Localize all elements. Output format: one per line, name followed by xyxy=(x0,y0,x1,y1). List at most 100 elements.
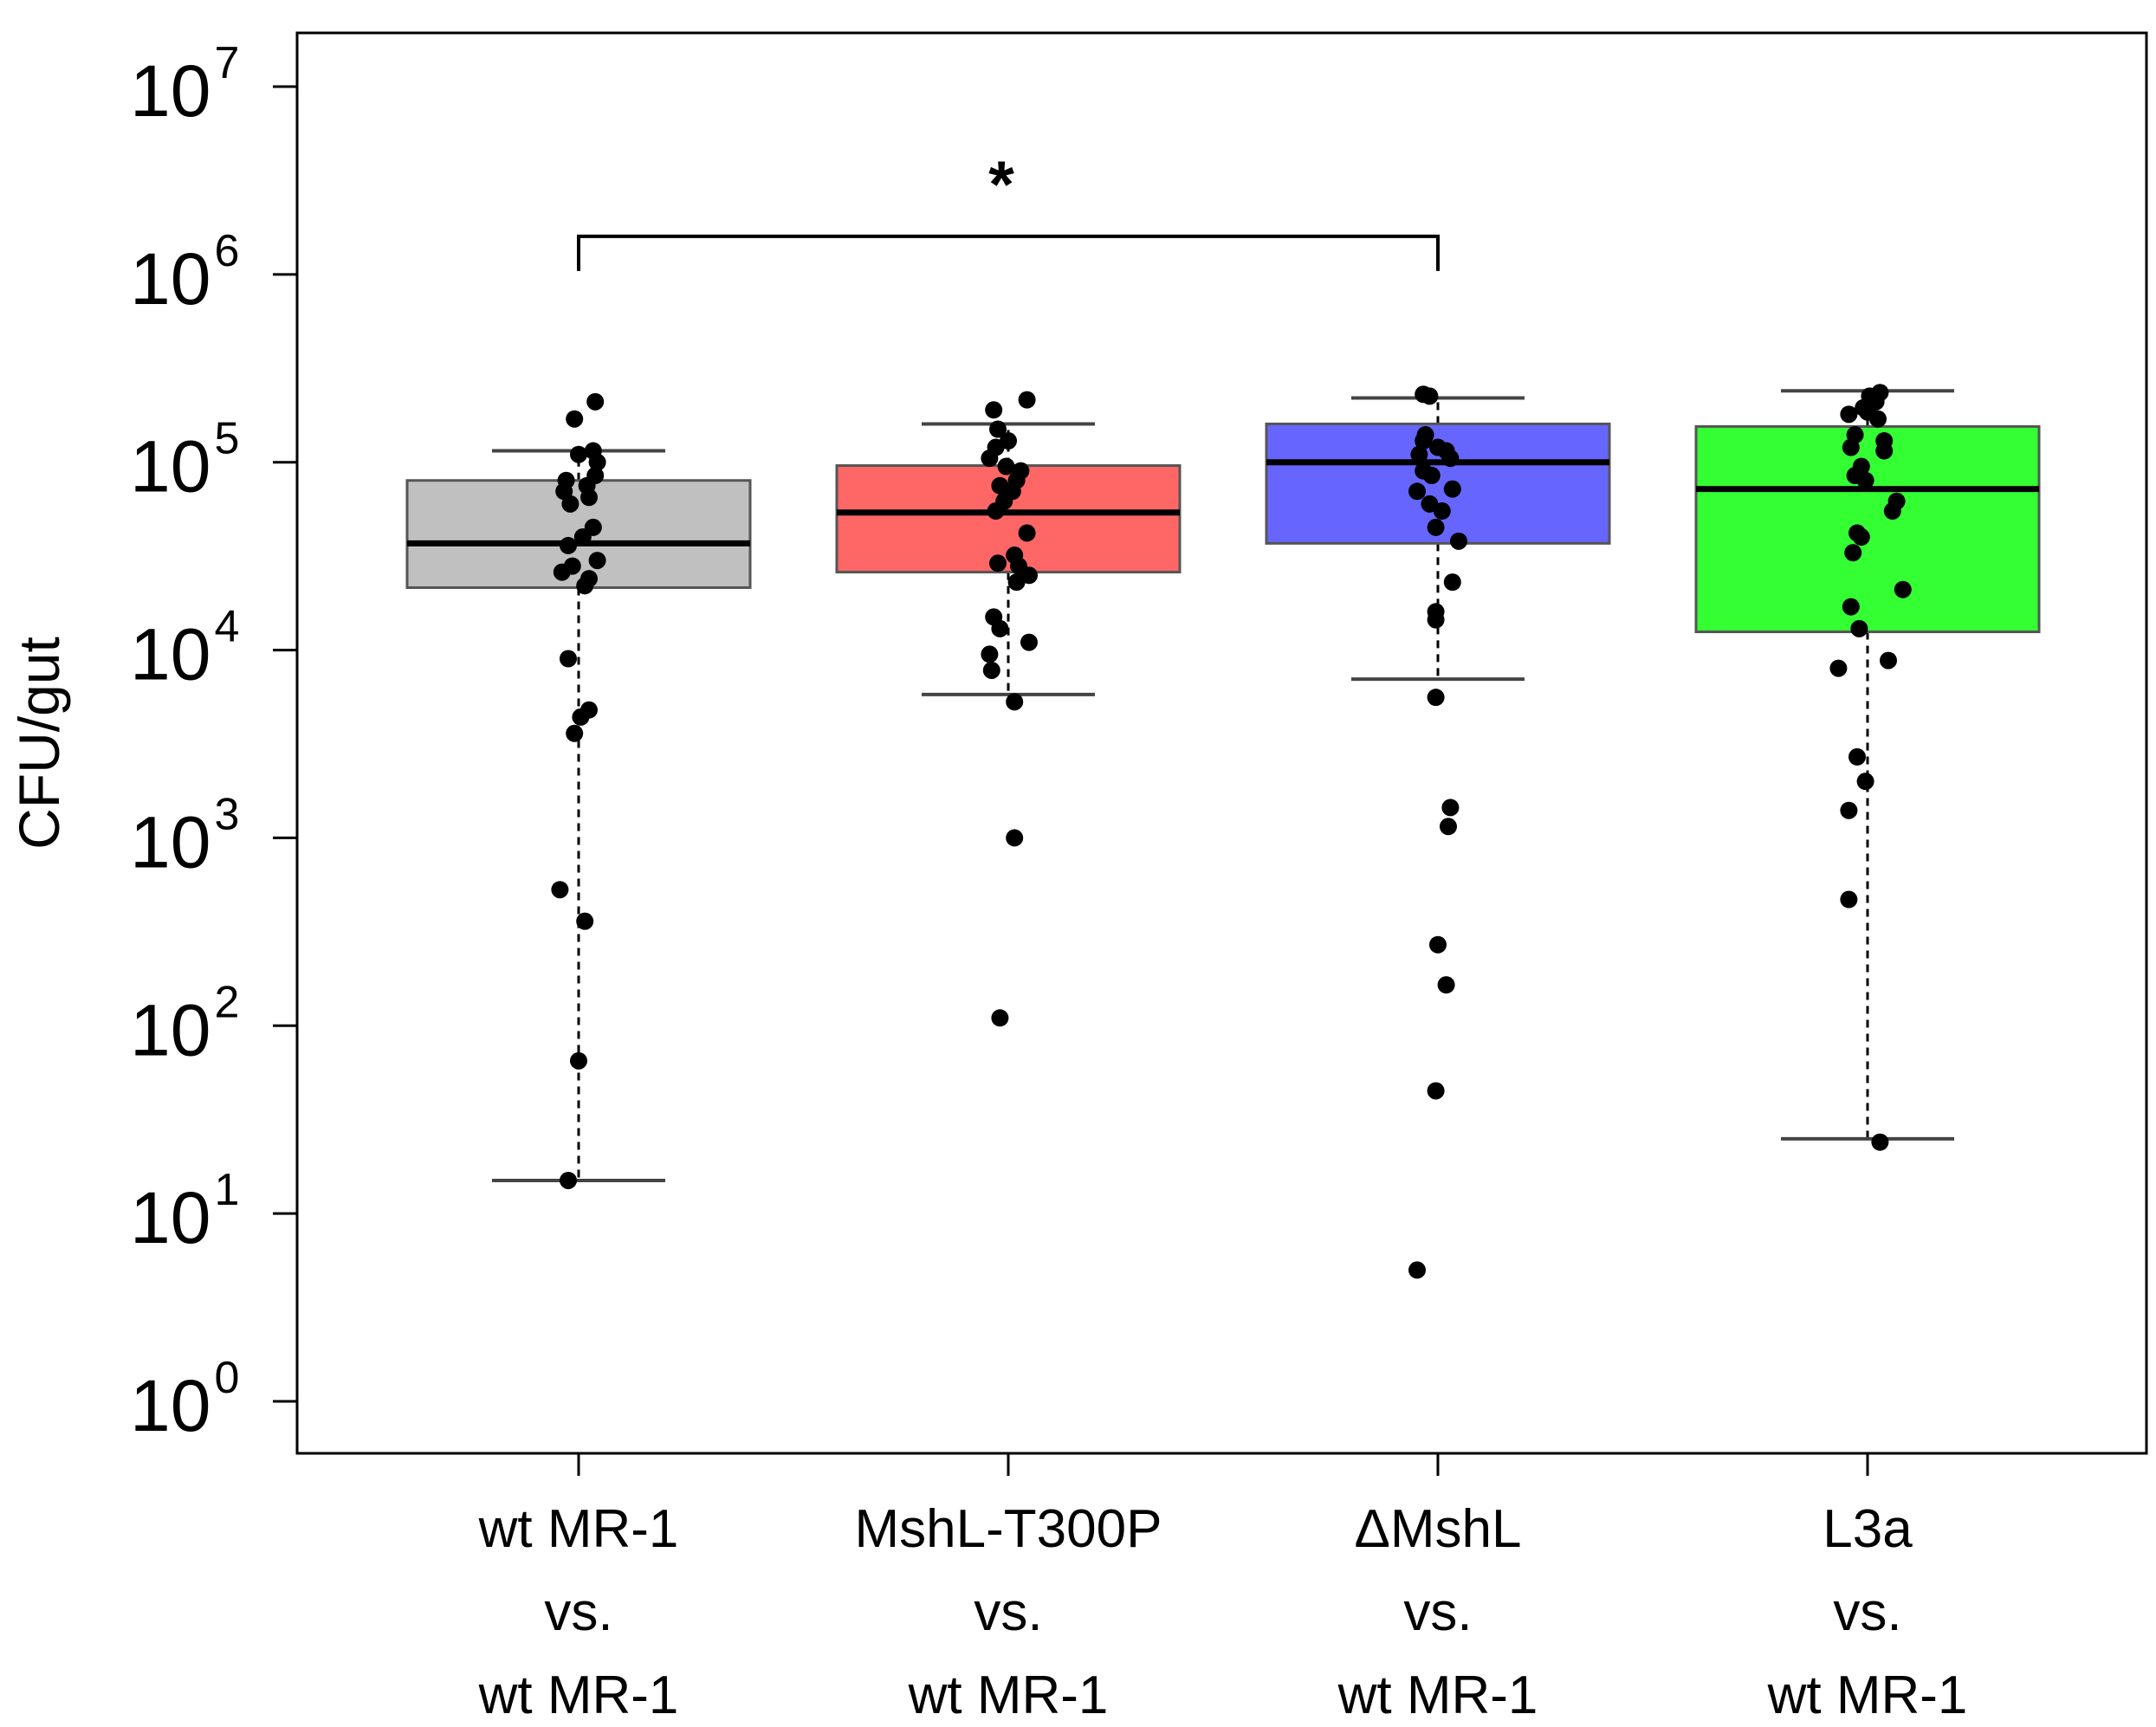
box-group-4 xyxy=(1694,384,2041,1151)
y-tick-label: 103 xyxy=(130,789,239,883)
data-point xyxy=(997,457,1015,475)
data-point xyxy=(987,502,1005,521)
data-point xyxy=(1894,580,1912,598)
data-point xyxy=(1006,693,1024,711)
data-point xyxy=(1844,544,1862,562)
data-point xyxy=(1852,528,1870,547)
data-point xyxy=(560,536,577,554)
data-point xyxy=(1840,801,1858,819)
data-point xyxy=(1433,502,1451,521)
data-point xyxy=(551,881,569,899)
x-tick-label: MshL-T300P xyxy=(855,1499,1162,1559)
data-point xyxy=(985,401,1003,419)
data-point xyxy=(1883,502,1901,521)
data-point xyxy=(1856,773,1874,791)
box-group-1 xyxy=(405,392,752,1189)
data-point xyxy=(981,645,999,663)
data-point xyxy=(566,410,584,428)
data-point xyxy=(1443,480,1461,498)
data-point xyxy=(1018,391,1036,409)
data-point xyxy=(1006,829,1024,847)
data-point xyxy=(1408,1261,1426,1279)
data-point xyxy=(560,650,577,668)
x-axis: wt MR-1 vs. wt MR-1 MshL-T300P vs. wt MR-1 ΔMs… xyxy=(478,1453,1968,1725)
significance-marker: * xyxy=(988,148,1014,222)
x-tick-label: L3a xyxy=(1823,1499,1913,1559)
data-point xyxy=(560,1171,577,1189)
data-point xyxy=(981,450,999,468)
data-point xyxy=(982,661,1000,679)
data-point xyxy=(1875,442,1894,460)
data-point xyxy=(572,708,590,726)
data-point xyxy=(1842,438,1860,456)
data-point xyxy=(1018,524,1036,542)
y-tick-label: 104 xyxy=(130,602,239,695)
y-axis-label: CFU/gut xyxy=(7,637,71,850)
data-point xyxy=(576,912,594,930)
data-point xyxy=(1869,410,1887,428)
data-point xyxy=(1421,387,1439,405)
data-point xyxy=(1441,799,1460,817)
y-tick-label: 101 xyxy=(130,1165,239,1258)
data-point xyxy=(588,552,606,570)
significance-bracket xyxy=(577,234,1440,271)
data-point xyxy=(570,445,587,463)
y-tick-label: 106 xyxy=(130,226,239,320)
data-point xyxy=(580,488,598,507)
data-point xyxy=(1880,651,1897,669)
box-groups xyxy=(405,384,2041,1279)
x-tick-label: wt MR-1 xyxy=(908,1666,1109,1725)
data-point xyxy=(573,528,592,547)
data-point xyxy=(570,1051,587,1070)
y-tick-label: 102 xyxy=(130,977,239,1070)
data-point xyxy=(1427,689,1445,707)
data-point xyxy=(1440,818,1457,836)
data-point xyxy=(991,1009,1009,1027)
x-tick-label: vs. xyxy=(544,1582,612,1642)
data-point xyxy=(1840,890,1858,909)
box-group-2 xyxy=(835,391,1182,1027)
data-point xyxy=(1840,405,1858,424)
annotations: * xyxy=(577,148,1440,271)
data-point xyxy=(553,563,571,581)
data-point xyxy=(1007,573,1026,592)
x-tick-label: ΔMshL xyxy=(1354,1499,1521,1559)
x-tick-label: wt MR-1 xyxy=(478,1666,679,1725)
data-point xyxy=(1020,633,1038,651)
y-axis: 100 101 102 103 104 105 106 107 xyxy=(130,38,297,1446)
data-point xyxy=(576,577,594,595)
x-tick-label: wt MR-1 xyxy=(1337,1666,1538,1725)
data-point xyxy=(1848,747,1866,766)
x-tick-label: vs. xyxy=(1833,1582,1901,1642)
data-point xyxy=(1429,935,1447,954)
data-point xyxy=(1427,611,1445,629)
y-tick-label: 107 xyxy=(130,38,239,132)
data-point xyxy=(1829,659,1848,677)
data-point xyxy=(1871,1133,1889,1151)
x-tick-label: vs. xyxy=(974,1582,1042,1642)
iqr-box xyxy=(1694,424,2041,634)
data-point xyxy=(1422,467,1441,485)
data-point xyxy=(586,392,605,411)
data-point xyxy=(989,420,1007,438)
data-point xyxy=(1443,573,1461,592)
data-point xyxy=(1415,432,1433,450)
x-tick-label: vs. xyxy=(1403,1582,1472,1642)
data-point xyxy=(1427,1082,1445,1100)
data-point xyxy=(1842,598,1860,616)
y-tick-label: 100 xyxy=(130,1353,239,1446)
data-point xyxy=(1441,450,1460,468)
data-point xyxy=(991,619,1009,637)
data-point xyxy=(1437,976,1455,994)
x-tick-label: wt MR-1 xyxy=(1767,1666,1968,1725)
data-point xyxy=(1408,482,1426,501)
plot-frame xyxy=(295,31,2148,1455)
y-tick-label: 105 xyxy=(130,414,239,508)
data-point xyxy=(1856,471,1874,489)
data-point xyxy=(989,554,1007,572)
data-point xyxy=(1850,619,1868,637)
data-point xyxy=(588,453,606,471)
data-point xyxy=(1450,532,1467,550)
data-point xyxy=(1410,445,1428,463)
